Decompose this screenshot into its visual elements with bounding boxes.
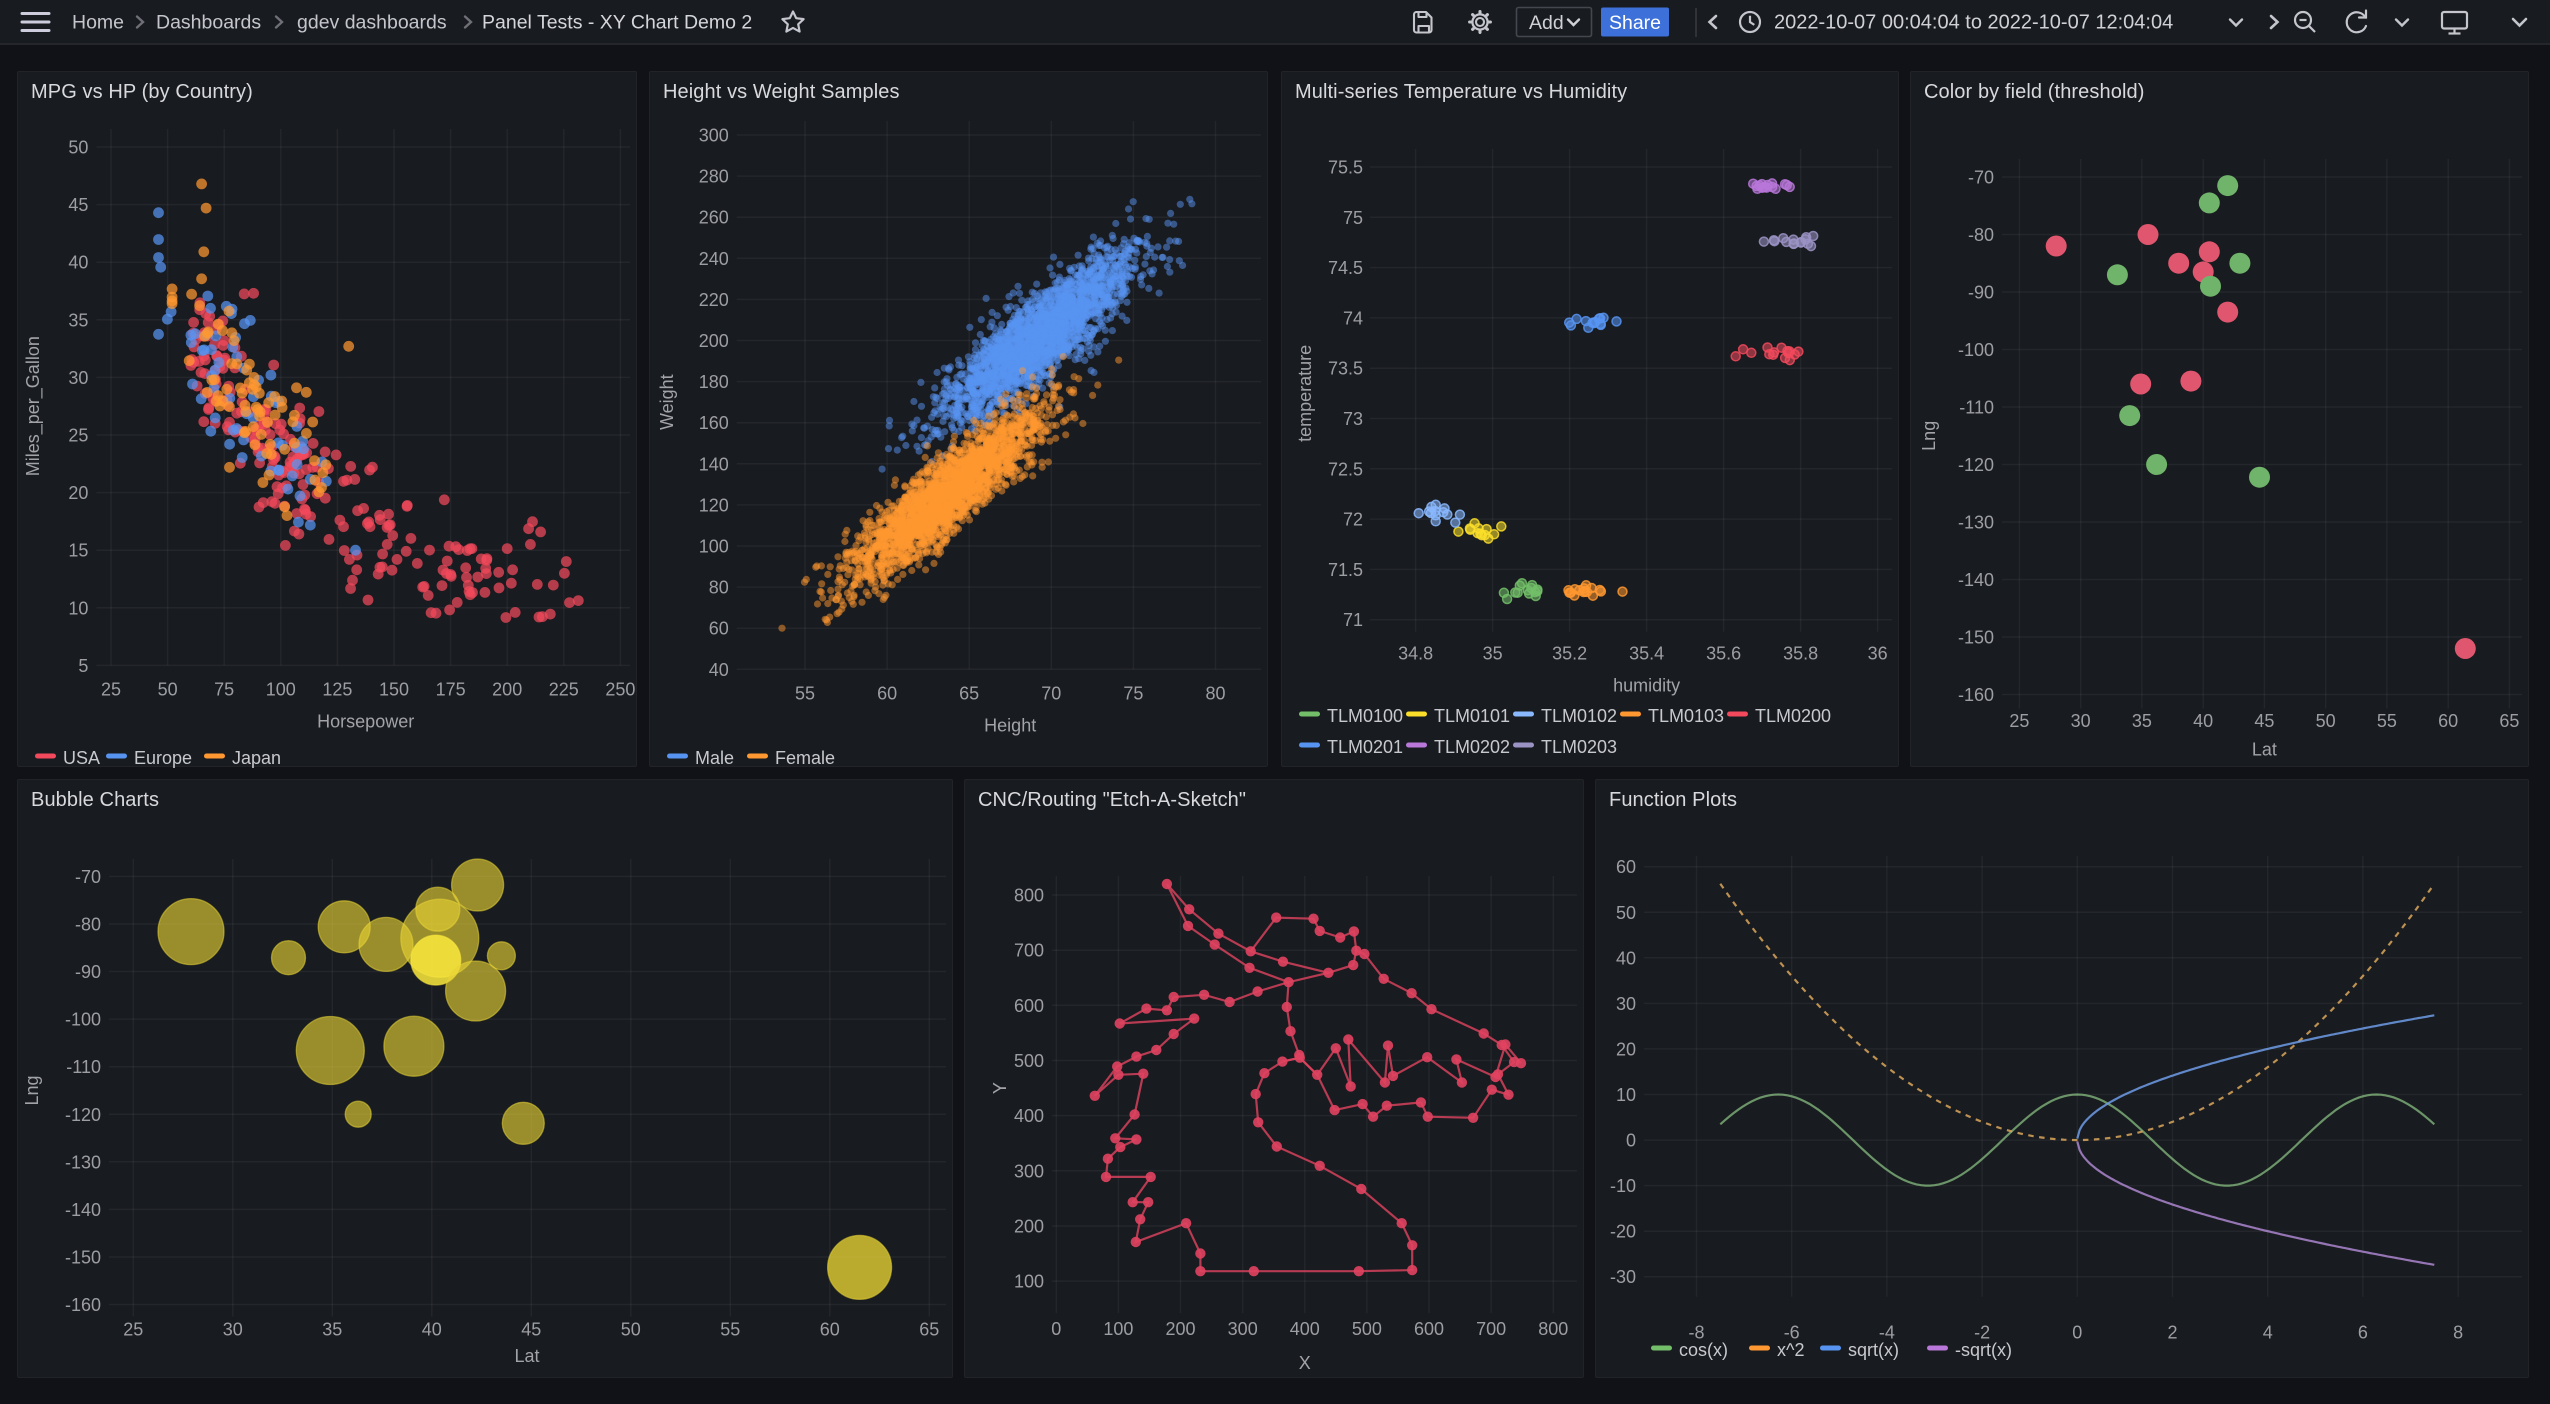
svg-text:220: 220	[699, 290, 729, 310]
svg-text:60: 60	[709, 619, 729, 639]
svg-text:Add: Add	[1529, 12, 1564, 34]
svg-text:Horsepower: Horsepower	[317, 711, 414, 731]
svg-text:70: 70	[1041, 683, 1061, 703]
svg-text:300: 300	[699, 126, 729, 146]
svg-text:150: 150	[379, 679, 409, 699]
svg-text:75: 75	[1123, 683, 1143, 703]
svg-text:60: 60	[877, 683, 897, 703]
svg-text:140: 140	[699, 454, 729, 474]
svg-text:100: 100	[699, 537, 729, 557]
svg-text:Panel Tests - XY Chart Demo 2: Panel Tests - XY Chart Demo 2	[482, 12, 752, 34]
svg-text:175: 175	[436, 679, 466, 699]
svg-text:25: 25	[101, 679, 121, 699]
svg-text:Share: Share	[1609, 12, 1661, 34]
svg-text:200: 200	[492, 679, 522, 699]
svg-text:Miles_per_Gallon: Miles_per_Gallon	[23, 336, 44, 476]
svg-text:80: 80	[1205, 683, 1225, 703]
svg-text:250: 250	[605, 679, 635, 699]
svg-text:40: 40	[68, 253, 88, 273]
svg-text:30: 30	[68, 368, 88, 388]
svg-text:Weight: Weight	[657, 374, 677, 430]
svg-text:180: 180	[699, 372, 729, 392]
svg-text:50: 50	[158, 679, 178, 699]
svg-text:75: 75	[214, 679, 234, 699]
svg-text:Home: Home	[72, 12, 124, 34]
svg-text:125: 125	[322, 679, 352, 699]
svg-text:200: 200	[699, 331, 729, 351]
svg-text:10: 10	[68, 598, 88, 618]
svg-text:55: 55	[795, 683, 815, 703]
svg-text:Dashboards: Dashboards	[156, 12, 261, 34]
svg-text:2022-10-07 00:04:04 to 2022-10: 2022-10-07 00:04:04 to 2022-10-07 12:04:…	[1774, 12, 2173, 34]
svg-text:225: 225	[549, 679, 579, 699]
svg-text:15: 15	[68, 541, 88, 561]
svg-text:240: 240	[699, 249, 729, 269]
svg-text:25: 25	[68, 426, 88, 446]
svg-text:50: 50	[68, 138, 88, 158]
svg-text:USA: USA	[63, 748, 100, 768]
svg-text:160: 160	[699, 413, 729, 433]
svg-text:Europe: Europe	[134, 748, 192, 768]
svg-text:Height: Height	[984, 715, 1036, 735]
svg-text:Male: Male	[695, 748, 734, 768]
svg-text:Japan: Japan	[232, 748, 281, 768]
svg-text:80: 80	[709, 578, 729, 598]
svg-text:100: 100	[266, 679, 296, 699]
svg-text:5: 5	[78, 656, 88, 676]
svg-text:280: 280	[699, 167, 729, 187]
svg-text:260: 260	[699, 208, 729, 228]
svg-text:gdev dashboards: gdev dashboards	[297, 12, 447, 34]
svg-text:65: 65	[959, 683, 979, 703]
svg-text:Female: Female	[775, 748, 835, 768]
svg-text:120: 120	[699, 495, 729, 515]
svg-text:20: 20	[68, 483, 88, 503]
svg-text:40: 40	[709, 660, 729, 680]
svg-text:45: 45	[68, 195, 88, 215]
svg-text:35: 35	[68, 310, 88, 330]
